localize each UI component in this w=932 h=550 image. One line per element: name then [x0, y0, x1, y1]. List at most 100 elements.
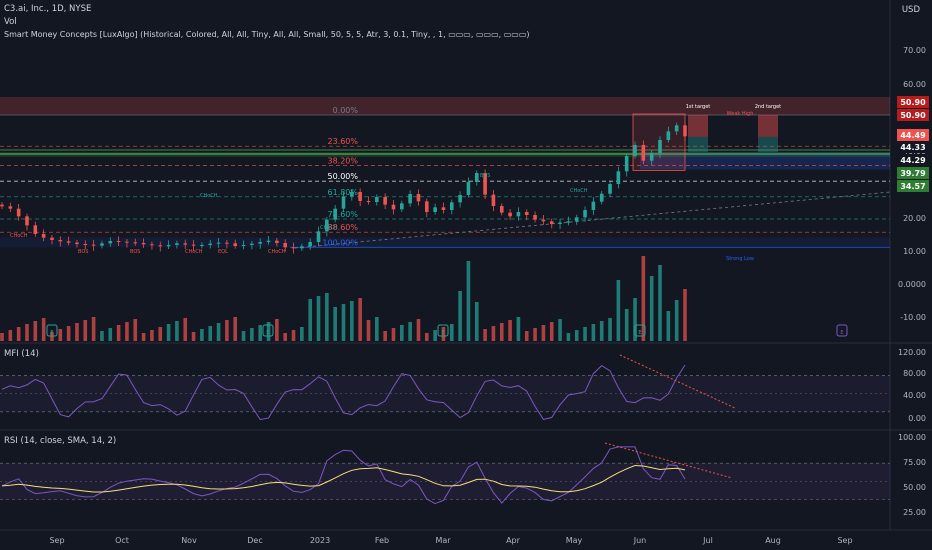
- smc-label: CHoCH: [570, 188, 588, 194]
- volume-bar: [516, 317, 521, 341]
- candle: [216, 242, 221, 244]
- symbol-title: C3.ai, Inc., 1D, NYSE: [4, 4, 92, 14]
- volume-bar: [41, 318, 46, 341]
- candle: [616, 171, 621, 184]
- volume-bar: [358, 298, 362, 341]
- candle: [50, 237, 54, 240]
- candle: [633, 145, 637, 156]
- smc-label: BOS: [480, 173, 490, 179]
- candle: [558, 222, 562, 224]
- volume-bar: [250, 328, 254, 341]
- smc-label: EQL: [218, 249, 228, 255]
- candle: [391, 204, 396, 210]
- fib-label: 50.00%: [327, 172, 358, 181]
- candle: [300, 246, 304, 249]
- candle: [408, 194, 412, 204]
- volume-bar: [183, 318, 188, 341]
- volume-bar: [16, 327, 21, 341]
- candle: [8, 206, 13, 209]
- time-tick: Sep: [837, 536, 852, 545]
- candle: [258, 242, 263, 244]
- volume-bar: [8, 330, 13, 341]
- candle: [433, 207, 437, 212]
- price-badge-label: 44.33: [900, 143, 925, 152]
- candle: [0, 204, 4, 207]
- volume-bar: [441, 327, 446, 341]
- currency-label: USD: [901, 5, 920, 15]
- candle: [150, 244, 154, 246]
- time-tick: May: [566, 536, 583, 545]
- volume-bar: [449, 324, 454, 341]
- candle: [583, 210, 587, 218]
- volume-bar: [33, 321, 38, 341]
- candle: [599, 193, 604, 202]
- candle: [474, 173, 479, 182]
- time-tick: Feb: [375, 536, 389, 545]
- earnings-marker: E: [441, 330, 444, 336]
- earnings-marker: E: [638, 330, 641, 336]
- candle: [66, 241, 71, 243]
- volume-bar: [499, 323, 504, 341]
- volume-bar: [133, 319, 138, 341]
- candle: [183, 243, 188, 245]
- volume-bar: [233, 317, 238, 341]
- candle: [266, 240, 271, 242]
- volume-bar: [649, 276, 654, 341]
- volume-bar: [325, 293, 329, 341]
- candle: [524, 212, 529, 215]
- volume-bar: [83, 320, 88, 341]
- volume-bar: [275, 319, 279, 341]
- time-tick: Oct: [115, 536, 129, 545]
- volume-bar: [100, 331, 104, 341]
- mfi-tick: 40.00: [903, 391, 926, 400]
- price-badge: [897, 109, 929, 121]
- mfi-line: [1, 364, 686, 421]
- price-badge-label: 50.90: [900, 98, 926, 107]
- price-tick: 10.00: [903, 247, 926, 256]
- volume-bar: [424, 333, 429, 341]
- fib-label: 23.60%: [327, 137, 358, 146]
- candle: [100, 243, 104, 246]
- candle: [358, 192, 362, 201]
- volume-bar: [541, 325, 546, 341]
- volume-bar: [524, 331, 529, 341]
- candle: [574, 217, 579, 222]
- fib-label: 78.60%: [327, 210, 358, 219]
- earnings-marker: E: [840, 330, 843, 336]
- indicator-label: Smart Money Concepts [LuxAlgo] (Historic…: [4, 30, 530, 39]
- candle: [125, 241, 129, 243]
- volume-bar: [599, 321, 604, 341]
- volume-bar: [58, 329, 63, 341]
- volume-bar: [175, 321, 179, 341]
- price-badge: [897, 141, 929, 153]
- volume-bar: [91, 317, 96, 341]
- volume-bar: [474, 302, 479, 341]
- volume-bar: [66, 326, 71, 341]
- earnings-marker-box: [634, 324, 646, 337]
- weak-high-label: Weak High: [727, 111, 754, 117]
- time-tick: Apr: [506, 536, 521, 545]
- volume-bar: [458, 291, 462, 341]
- volume-bar: [400, 325, 404, 341]
- target2-stop: [758, 136, 778, 153]
- candle: [549, 221, 554, 224]
- volume-bar: [141, 333, 146, 341]
- candle: [483, 173, 487, 195]
- rsi-title: RSI (14, close, SMA, 14, 2): [4, 436, 117, 446]
- earnings-marker: E: [50, 330, 53, 336]
- volume-bar: [208, 326, 213, 341]
- discount-zone: [0, 237, 890, 248]
- volume-bar: [225, 320, 229, 341]
- volume-bar: [583, 327, 587, 341]
- candle: [541, 219, 546, 222]
- earnings-marker: E: [266, 330, 269, 336]
- mfi-title: MFI (14): [4, 349, 39, 359]
- earnings-marker-box: [836, 324, 848, 337]
- candle: [283, 243, 287, 248]
- price-badge-label: 34.57: [900, 182, 925, 191]
- candle: [383, 197, 387, 205]
- price-badge-label: 44.49: [900, 131, 926, 140]
- candle: [591, 201, 596, 210]
- volume-bar: [300, 327, 304, 341]
